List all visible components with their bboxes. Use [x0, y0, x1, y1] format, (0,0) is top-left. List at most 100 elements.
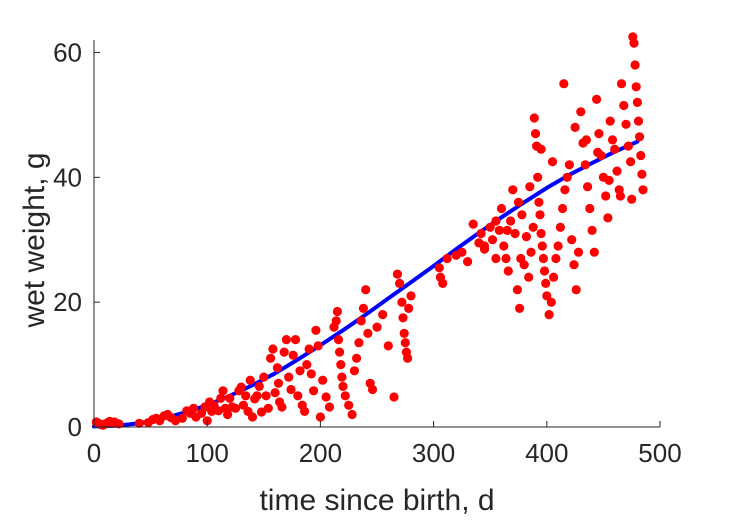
- data-point: [406, 291, 416, 301]
- data-point: [546, 297, 556, 307]
- data-point: [273, 378, 284, 388]
- data-point: [457, 247, 467, 257]
- data-point: [434, 263, 444, 273]
- data-point: [626, 157, 636, 167]
- y-tick-label: 20: [53, 287, 82, 317]
- x-tick-label: 200: [299, 438, 342, 468]
- data-point: [551, 253, 561, 264]
- data-point: [549, 272, 559, 282]
- data-point: [491, 253, 501, 264]
- data-point: [555, 222, 566, 232]
- data-point: [399, 328, 409, 338]
- data-point: [494, 225, 504, 235]
- data-point: [309, 386, 319, 396]
- data-point: [272, 363, 282, 373]
- data-point: [266, 353, 276, 363]
- data-point: [479, 241, 490, 251]
- data-point: [536, 144, 546, 154]
- data-point: [501, 253, 511, 264]
- data-point: [295, 366, 305, 376]
- data-point: [293, 391, 303, 401]
- data-point: [587, 225, 597, 235]
- data-point: [619, 100, 629, 111]
- data-point: [623, 141, 633, 151]
- data-point: [525, 182, 535, 192]
- data-point: [638, 185, 648, 195]
- data-point: [629, 38, 639, 48]
- data-point: [583, 182, 593, 192]
- x-axis-title: time since birth, d: [259, 484, 494, 517]
- data-point: [337, 372, 347, 382]
- data-point: [356, 316, 366, 326]
- data-point: [530, 129, 541, 139]
- data-point: [304, 344, 314, 354]
- data-point: [553, 241, 563, 251]
- data-point: [395, 278, 405, 288]
- data-point: [592, 94, 602, 104]
- data-point: [270, 388, 280, 398]
- data-points-layer: [91, 32, 648, 430]
- data-point: [564, 160, 575, 170]
- data-point: [392, 269, 402, 279]
- data-point: [468, 219, 478, 229]
- data-point: [277, 402, 287, 412]
- data-point: [358, 303, 368, 313]
- data-point: [335, 347, 345, 357]
- data-point: [259, 372, 269, 382]
- data-point: [570, 122, 580, 132]
- data-point: [630, 60, 640, 70]
- data-point: [526, 247, 536, 257]
- data-point: [567, 235, 577, 245]
- data-point: [517, 210, 527, 220]
- data-point: [361, 285, 371, 295]
- data-point: [616, 79, 627, 89]
- data-point: [569, 260, 579, 270]
- data-point: [594, 129, 604, 139]
- data-point: [463, 257, 473, 267]
- data-point: [404, 303, 414, 313]
- data-point: [562, 172, 572, 182]
- data-point: [573, 247, 584, 257]
- data-point: [378, 310, 388, 320]
- data-point: [367, 384, 378, 395]
- data-point: [349, 366, 359, 376]
- data-point: [535, 210, 545, 220]
- data-point: [189, 403, 199, 413]
- data-point: [487, 235, 498, 245]
- data-point: [496, 203, 507, 214]
- data-point: [333, 335, 344, 345]
- x-tick-labels: 0 100 200 300 400 500: [87, 438, 682, 468]
- data-point: [286, 384, 296, 395]
- data-point: [632, 97, 643, 107]
- data-point: [241, 391, 251, 401]
- data-point: [533, 172, 543, 182]
- data-point: [537, 241, 547, 251]
- data-point: [302, 360, 312, 370]
- data-point: [635, 132, 645, 142]
- data-point: [202, 416, 212, 426]
- data-point: [631, 82, 641, 92]
- data-point: [513, 197, 524, 207]
- data-point: [236, 382, 246, 392]
- data-point: [581, 135, 592, 145]
- data-point: [547, 157, 558, 167]
- data-point: [315, 412, 325, 422]
- data-point: [321, 392, 331, 402]
- data-point: [268, 344, 278, 354]
- data-point: [521, 232, 532, 242]
- data-point: [476, 228, 486, 239]
- data-point: [508, 185, 518, 195]
- data-point: [344, 400, 354, 410]
- data-point: [576, 107, 586, 117]
- data-point: [605, 116, 615, 126]
- data-point: [261, 391, 271, 401]
- data-point: [499, 241, 509, 251]
- data-point: [383, 341, 393, 351]
- y-axis-title: wet weight, g: [18, 152, 51, 328]
- data-point: [338, 381, 348, 391]
- data-point: [247, 412, 258, 422]
- data-point: [318, 375, 328, 385]
- data-point: [534, 197, 544, 207]
- data-point: [593, 147, 603, 157]
